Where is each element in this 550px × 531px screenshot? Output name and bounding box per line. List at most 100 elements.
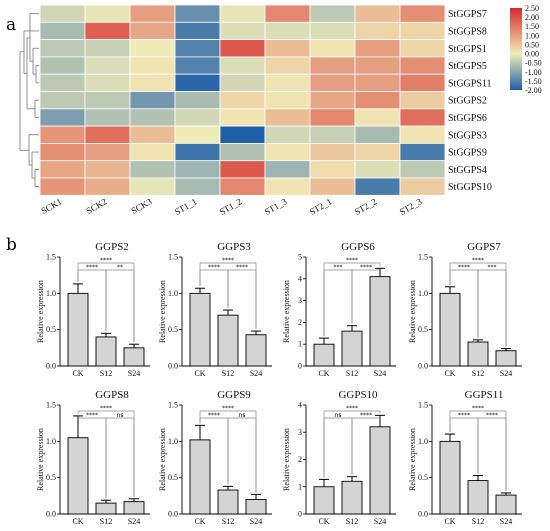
heatmap-cell <box>84 73 131 92</box>
column-label: ST2_2 <box>353 196 379 217</box>
x-tick-label: S24 <box>374 369 386 378</box>
bar-panel: GGPS10 Relative expression 0 1 2 3 4 CK S12 S24 ns… <box>282 389 396 526</box>
heatmap-cell <box>174 108 221 127</box>
y-axis-label: Relative expression <box>36 280 45 343</box>
y-tick-label: 2 <box>298 318 302 327</box>
heatmap-cell <box>399 4 446 23</box>
row-label: StGGPS4 <box>448 165 487 176</box>
bar <box>95 336 117 367</box>
colorbar-tick: 0.50 <box>525 40 539 49</box>
heatmap-cell <box>354 4 401 23</box>
significance-label: **** <box>486 412 498 419</box>
column-label: ST2_1 <box>308 196 334 217</box>
heatmap-cell <box>84 56 131 75</box>
y-tick-label: 1 <box>298 482 302 491</box>
bar <box>245 334 267 367</box>
bar-panels: GGPS2 Relative expression 0.0 0.5 1.0 1.5 CK S1… <box>36 241 522 526</box>
heatmap-cell <box>39 160 86 179</box>
row-label: StGGPS6 <box>448 113 487 124</box>
bar-panel: GGPS7 Relative expression 0.0 0.5 1.0 1.5 CK S1… <box>408 241 522 378</box>
row-label: StGGPS10 <box>448 182 492 193</box>
significance-label: **** <box>346 405 358 412</box>
y-tick-label: 1.0 <box>46 437 56 446</box>
heatmap-cell <box>129 39 176 58</box>
heatmap-cell <box>309 56 356 75</box>
heatmap-cell <box>264 142 311 162</box>
y-tick-label: 0 <box>298 510 302 519</box>
colorbar-tick: 2.00 <box>525 13 539 22</box>
y-axis-label: Relative expression <box>158 428 167 491</box>
heatmap-cell <box>399 160 446 179</box>
heatmap-cell <box>39 21 86 40</box>
y-axis-label: Relative expression <box>36 428 45 491</box>
heatmap-cell <box>354 73 401 92</box>
heatmap-cell <box>354 177 401 196</box>
heatmap-cell <box>399 21 446 40</box>
y-tick-label: 1.5 <box>46 401 56 410</box>
y-tick-label: 3 <box>298 428 302 437</box>
significance-label: **** <box>360 264 372 271</box>
row-label: StGGPS1 <box>448 44 487 55</box>
heatmap-cell <box>174 160 221 179</box>
x-tick-label: S24 <box>500 517 512 526</box>
x-tick-label: S12 <box>472 369 484 378</box>
significance-label: **** <box>208 264 220 271</box>
bar <box>67 292 89 367</box>
y-tick-label: 1.5 <box>46 253 56 262</box>
heatmap-cell <box>399 142 446 162</box>
heatmap-cell <box>264 108 311 127</box>
heatmap-cell <box>309 142 356 162</box>
y-tick-label: 0.0 <box>168 510 178 519</box>
panel-title: GGPS8 <box>95 389 129 401</box>
x-tick-label: S12 <box>222 517 234 526</box>
heatmap-cell <box>39 177 86 196</box>
heatmap-cell <box>309 21 356 40</box>
heatmap-cell <box>399 108 446 127</box>
row-label: StGGPS7 <box>448 9 487 20</box>
x-tick-label: S24 <box>128 517 140 526</box>
x-tick-label: CK <box>72 369 83 378</box>
heatmap-cell <box>39 73 86 92</box>
y-tick-label: 0.0 <box>418 362 428 371</box>
bar <box>217 314 239 367</box>
heatmap-cell <box>309 125 356 144</box>
heatmap-cell <box>39 142 86 162</box>
heatmap-cell <box>309 108 356 127</box>
heatmap-cell <box>354 21 401 40</box>
heatmap-cell <box>129 142 176 162</box>
heatmap-cell <box>174 91 221 110</box>
heatmap-cell <box>219 91 266 110</box>
y-tick-label: 0.5 <box>418 325 428 334</box>
colorbar-tick: -1.00 <box>525 68 542 77</box>
panel-title: GGPS7 <box>467 241 501 253</box>
panel-label-b: b <box>6 235 17 255</box>
bar <box>467 341 489 367</box>
x-tick-label: CK <box>444 517 455 526</box>
bar <box>439 440 461 515</box>
x-tick-label: CK <box>318 369 329 378</box>
significance-label: **** <box>100 257 112 264</box>
heatmap-cell <box>174 21 221 40</box>
column-label: SCK2 <box>84 196 108 216</box>
y-tick-label: 1 <box>298 340 302 349</box>
row-dendrogram <box>19 13 39 188</box>
heatmap-cell <box>354 108 401 127</box>
x-tick-label: S24 <box>374 517 386 526</box>
significance-label: **** <box>346 257 358 264</box>
heatmap-cell <box>129 177 176 196</box>
colorbar-tick: 1.50 <box>525 22 539 31</box>
heatmap-cell <box>174 39 221 58</box>
colorbar-tick: 1.00 <box>525 31 539 40</box>
column-label: ST2_3 <box>398 196 424 217</box>
bar <box>495 494 517 515</box>
significance-label: **** <box>458 264 470 271</box>
panel-title: GGPS6 <box>341 241 375 253</box>
bar <box>439 292 461 367</box>
significance-label: **** <box>360 412 372 419</box>
heatmap-cell <box>219 142 266 162</box>
bar-panel: GGPS11 Relative expression 0.0 0.5 1.0 1.5 CK S… <box>408 389 522 526</box>
heatmap-cell <box>219 73 266 92</box>
significance-label: *** <box>334 264 343 271</box>
heatmap-cell <box>174 125 221 144</box>
